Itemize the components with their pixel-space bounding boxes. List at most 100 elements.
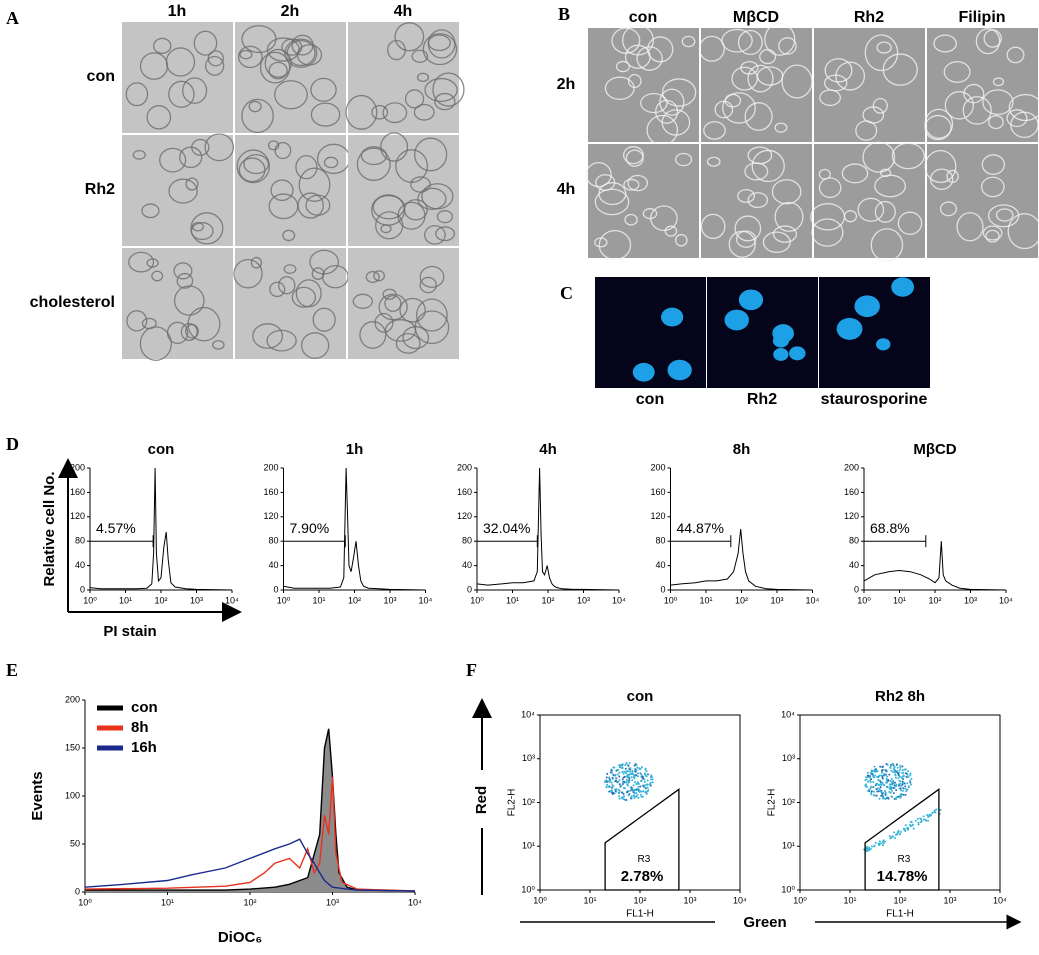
event-dot bbox=[628, 777, 631, 780]
cell bbox=[1006, 46, 1025, 64]
event-dot bbox=[870, 785, 873, 788]
cell bbox=[296, 44, 323, 66]
event-dot bbox=[902, 793, 905, 796]
event-dot bbox=[629, 767, 632, 770]
cell bbox=[239, 49, 253, 60]
event-dot bbox=[907, 770, 910, 773]
event-dot bbox=[896, 769, 899, 772]
event-dot bbox=[870, 791, 873, 794]
event-dot bbox=[895, 833, 898, 836]
panel-label: A bbox=[6, 8, 19, 28]
event-dot bbox=[872, 786, 875, 789]
cell bbox=[992, 77, 1005, 87]
y-tick-label: 80 bbox=[75, 536, 85, 546]
cell bbox=[756, 66, 784, 86]
image-bg bbox=[707, 277, 818, 388]
cell bbox=[1010, 111, 1039, 139]
event-dot bbox=[926, 814, 929, 817]
y-tick-label: 50 bbox=[70, 838, 80, 848]
cell bbox=[132, 149, 146, 160]
x-tick-label: 10³ bbox=[577, 595, 590, 605]
x-tick-label: 10² bbox=[928, 595, 941, 605]
event-dot bbox=[644, 767, 647, 770]
event-dot bbox=[614, 789, 617, 792]
y-axis-label: FL2-H bbox=[507, 789, 518, 817]
event-dot bbox=[880, 781, 883, 784]
y-tick-label: 40 bbox=[268, 560, 278, 570]
panel-label: C bbox=[560, 283, 573, 303]
cell bbox=[371, 104, 389, 120]
histogram-line bbox=[85, 728, 416, 892]
x-axis-label: DiOC₆ bbox=[218, 929, 262, 946]
nucleus bbox=[738, 289, 764, 311]
event-dot bbox=[887, 779, 890, 782]
cell bbox=[417, 187, 447, 211]
image-bg bbox=[927, 28, 1038, 142]
event-dot bbox=[646, 779, 649, 782]
cell bbox=[870, 228, 904, 262]
event-dot bbox=[612, 792, 615, 795]
event-dot bbox=[646, 790, 649, 793]
cell bbox=[698, 35, 725, 62]
cell bbox=[1007, 213, 1039, 250]
x-tick-label: 10³ bbox=[770, 595, 783, 605]
event-dot bbox=[608, 790, 611, 793]
event-dot bbox=[618, 771, 621, 774]
event-dot bbox=[865, 778, 868, 781]
event-dot bbox=[651, 781, 654, 784]
event-dot bbox=[895, 798, 898, 801]
panel-label: B bbox=[558, 4, 570, 24]
event-dot bbox=[625, 798, 628, 801]
image-bg bbox=[588, 144, 699, 258]
cell bbox=[241, 25, 277, 54]
event-dot bbox=[892, 786, 895, 789]
event-dot bbox=[890, 795, 893, 798]
x-tick-label: 10³ bbox=[326, 897, 339, 907]
event-dot bbox=[643, 773, 646, 776]
event-dot bbox=[879, 842, 882, 845]
cell bbox=[427, 29, 456, 59]
event-dot bbox=[626, 773, 629, 776]
event-dot bbox=[901, 769, 904, 772]
cell bbox=[360, 146, 388, 166]
event-dot bbox=[625, 772, 628, 775]
event-dot bbox=[876, 787, 879, 790]
cell bbox=[382, 102, 408, 124]
y-tick-label: 80 bbox=[268, 536, 278, 546]
event-dot bbox=[881, 844, 884, 847]
event-dot bbox=[900, 776, 903, 779]
event-dot bbox=[912, 827, 915, 830]
event-dot bbox=[899, 831, 902, 834]
event-dot bbox=[649, 784, 652, 787]
cell bbox=[274, 141, 292, 160]
event-dot bbox=[877, 790, 880, 793]
event-dot bbox=[905, 776, 908, 779]
x-tick-label: 10¹ bbox=[583, 895, 596, 905]
event-dot bbox=[641, 775, 644, 778]
panel-label: D bbox=[6, 434, 19, 454]
event-dot bbox=[900, 785, 903, 788]
event-dot bbox=[901, 782, 904, 785]
x-tick-label: 10⁴ bbox=[225, 595, 239, 605]
cell bbox=[190, 212, 224, 245]
event-dot bbox=[643, 778, 646, 781]
event-dot bbox=[606, 783, 609, 786]
y-tick-label: 10⁰ bbox=[521, 884, 535, 894]
event-dot bbox=[898, 768, 901, 771]
x-tick-label: 10² bbox=[154, 595, 167, 605]
event-dot bbox=[886, 775, 889, 778]
event-dot bbox=[890, 836, 893, 839]
event-dot bbox=[883, 784, 886, 787]
event-dot bbox=[645, 770, 648, 773]
histogram-line bbox=[670, 528, 813, 591]
image-bg bbox=[588, 28, 699, 142]
event-dot bbox=[627, 775, 630, 778]
cell bbox=[862, 141, 896, 173]
event-dot bbox=[939, 809, 942, 812]
event-dot bbox=[627, 780, 630, 783]
cell bbox=[402, 326, 430, 350]
x-tick-label: 10¹ bbox=[506, 595, 519, 605]
event-dot bbox=[904, 793, 907, 796]
event-dot bbox=[864, 783, 867, 786]
cell bbox=[252, 323, 284, 349]
